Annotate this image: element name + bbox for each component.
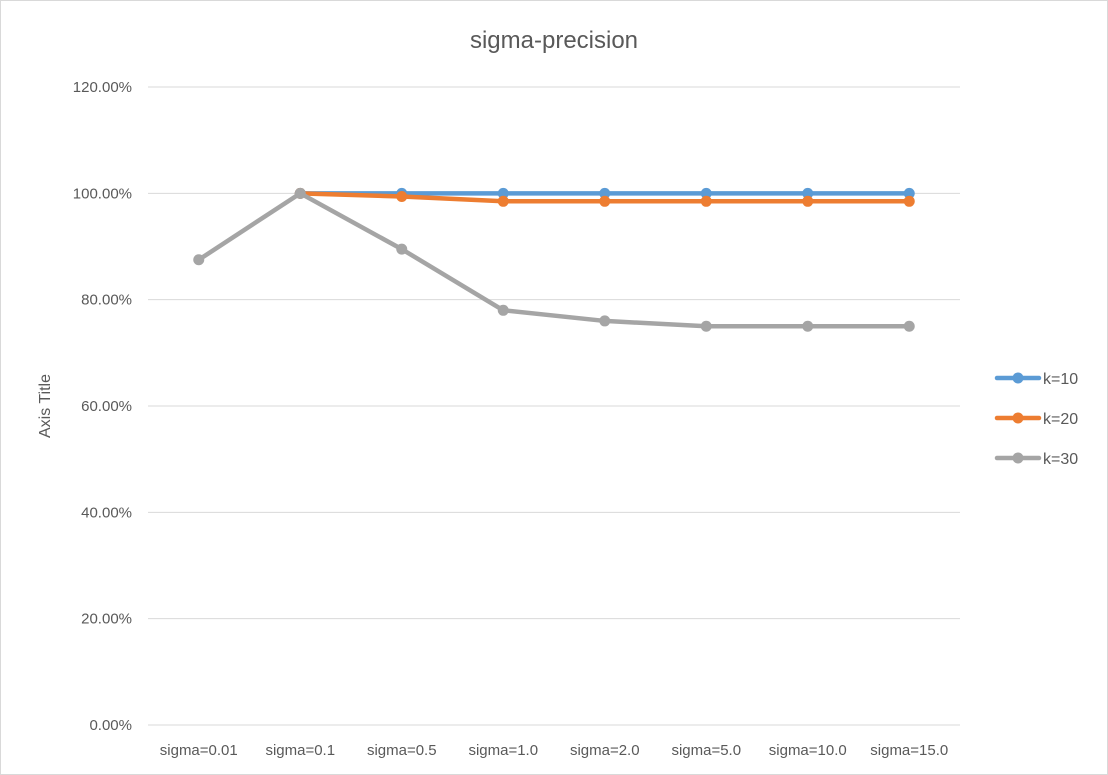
gridlines bbox=[148, 86, 960, 726]
series-lines bbox=[193, 187, 915, 332]
data-point bbox=[599, 195, 611, 207]
data-point bbox=[903, 187, 915, 199]
data-point bbox=[802, 195, 814, 207]
data-point bbox=[700, 195, 712, 207]
data-point bbox=[599, 315, 611, 327]
data-point bbox=[700, 187, 712, 199]
y-tick-label: 40.00% bbox=[81, 504, 132, 521]
data-point bbox=[396, 243, 408, 255]
data-point bbox=[903, 320, 915, 332]
y-tick-label: 20.00% bbox=[81, 611, 132, 628]
y-tick-label: 60.00% bbox=[81, 398, 132, 415]
legend-marker bbox=[1012, 372, 1024, 384]
data-point bbox=[294, 187, 306, 199]
data-point bbox=[396, 191, 408, 203]
data-point bbox=[903, 195, 915, 207]
y-tick-label: 0.00% bbox=[89, 717, 132, 734]
x-tick-label: sigma=1.0 bbox=[468, 742, 538, 759]
x-tick-label: sigma=0.01 bbox=[160, 742, 238, 759]
legend: k=10 k=20 k=30 bbox=[994, 371, 1078, 468]
data-point bbox=[497, 187, 509, 199]
y-tick-labels: 0.00% 20.00% 40.00% 60.00% 80.00% 100.00% 120.… bbox=[73, 79, 132, 734]
legend-marker bbox=[1012, 412, 1024, 424]
x-tick-label: sigma=0.5 bbox=[367, 742, 437, 759]
data-point bbox=[802, 187, 814, 199]
x-tick-label: sigma=0.1 bbox=[265, 742, 335, 759]
legend-label: k=10 bbox=[1043, 371, 1078, 388]
data-point bbox=[802, 320, 814, 332]
data-point bbox=[599, 187, 611, 199]
data-point bbox=[497, 304, 509, 316]
series-line-k=30 bbox=[196, 191, 912, 329]
legend-label: k=20 bbox=[1043, 411, 1078, 428]
x-tick-label: sigma=10.0 bbox=[769, 742, 847, 759]
y-tick-label: 100.00% bbox=[73, 185, 132, 202]
x-tick-label: sigma=5.0 bbox=[671, 742, 741, 759]
data-point bbox=[700, 320, 712, 332]
chart-title: sigma-precision bbox=[469, 27, 639, 54]
x-tick-label: sigma=15.0 bbox=[870, 742, 948, 759]
x-tick-label: sigma=2.0 bbox=[570, 742, 640, 759]
y-tick-label: 80.00% bbox=[81, 292, 132, 309]
y-tick-label: 120.00% bbox=[73, 79, 132, 96]
legend-marker bbox=[1012, 452, 1024, 464]
x-tick-labels: sigma=0.01 sigma=0.1 sigma=0.5 sigma=1.0 sig… bbox=[160, 742, 948, 759]
legend-label: k=30 bbox=[1043, 451, 1078, 468]
data-point bbox=[193, 254, 205, 266]
data-point bbox=[497, 195, 509, 207]
